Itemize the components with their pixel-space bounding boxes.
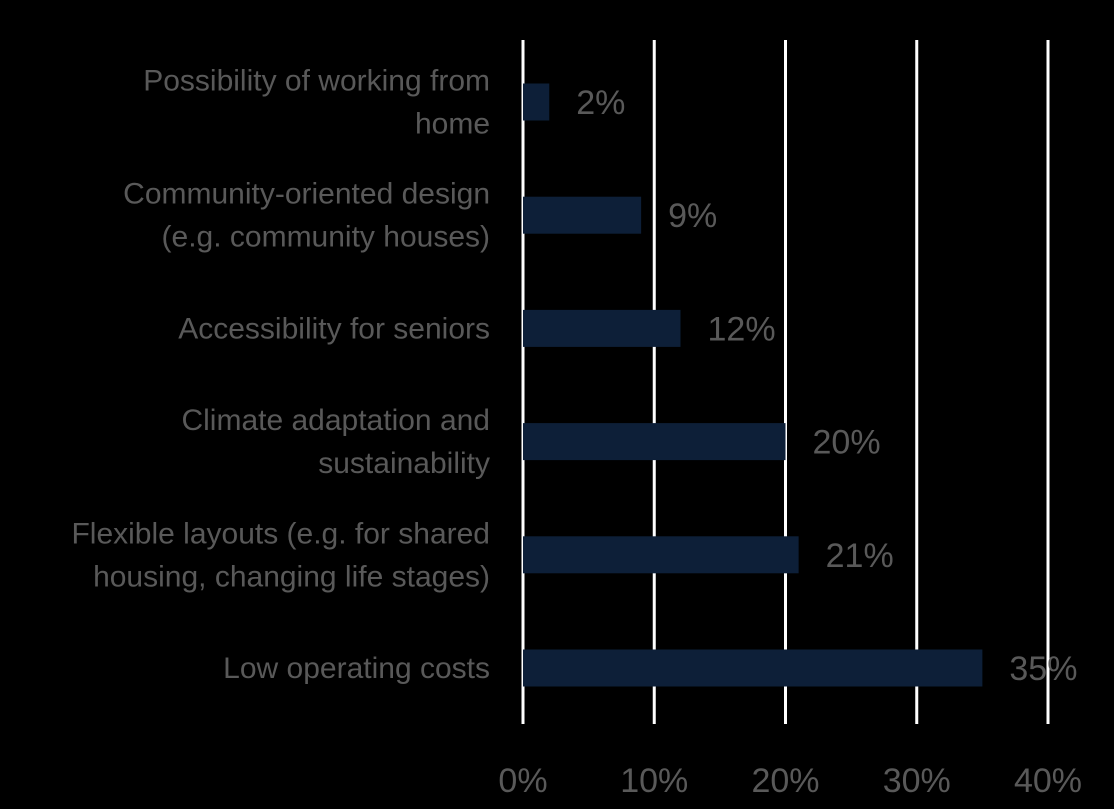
category-label-line: Community-oriented design — [123, 178, 490, 211]
value-label-3: 20% — [813, 424, 881, 462]
value-label-2: 12% — [708, 310, 776, 348]
x-tick-labels: 0% 10% 20% 30% 40% — [498, 762, 1082, 800]
gridlines — [521, 40, 1050, 724]
category-label-2: Accessibility for seniors — [178, 312, 490, 345]
category-label-5: Low operating costs — [223, 652, 490, 685]
value-label-5: 35% — [1009, 650, 1077, 688]
category-label-line: Accessibility for seniors — [178, 312, 490, 345]
category-labels: Possibility of working from home Community… — [71, 65, 490, 686]
category-label-line: Flexible layouts (e.g. for shared — [71, 517, 490, 550]
category-label-line: Low operating costs — [223, 652, 490, 685]
bar-3 — [523, 423, 786, 461]
x-tick-label-30: 30% — [883, 762, 951, 800]
bars — [523, 83, 983, 687]
category-label-4: Flexible layouts (e.g. for shared housing… — [71, 517, 490, 593]
category-label-line: Climate adaptation and — [181, 404, 490, 437]
bar-4 — [523, 536, 799, 574]
x-tick-label-20: 20% — [751, 762, 819, 800]
x-tick-label-0: 0% — [498, 762, 547, 800]
category-label-line: sustainability — [318, 447, 490, 480]
data-labels: 2% 9% 12% 20% 21% 35% — [576, 84, 1077, 688]
category-label-1: Community-oriented design (e.g. community… — [123, 178, 490, 254]
x-tick-label-10: 10% — [620, 762, 688, 800]
category-label-line: Possibility of working from — [143, 65, 490, 98]
value-label-1: 9% — [668, 197, 717, 235]
bar-2 — [523, 309, 681, 347]
bar-0 — [523, 83, 550, 121]
category-label-3: Climate adaptation and sustainability — [181, 404, 490, 480]
x-tick-label-40: 40% — [1014, 762, 1082, 800]
category-label-line: (e.g. community houses) — [162, 221, 490, 254]
value-label-0: 2% — [576, 84, 625, 122]
category-label-line: housing, changing life stages) — [93, 560, 490, 593]
value-label-4: 21% — [826, 537, 894, 575]
category-label-0: Possibility of working from home — [143, 65, 490, 141]
bar-5 — [523, 649, 983, 687]
bar-1 — [523, 196, 642, 234]
category-label-line: home — [415, 108, 490, 141]
